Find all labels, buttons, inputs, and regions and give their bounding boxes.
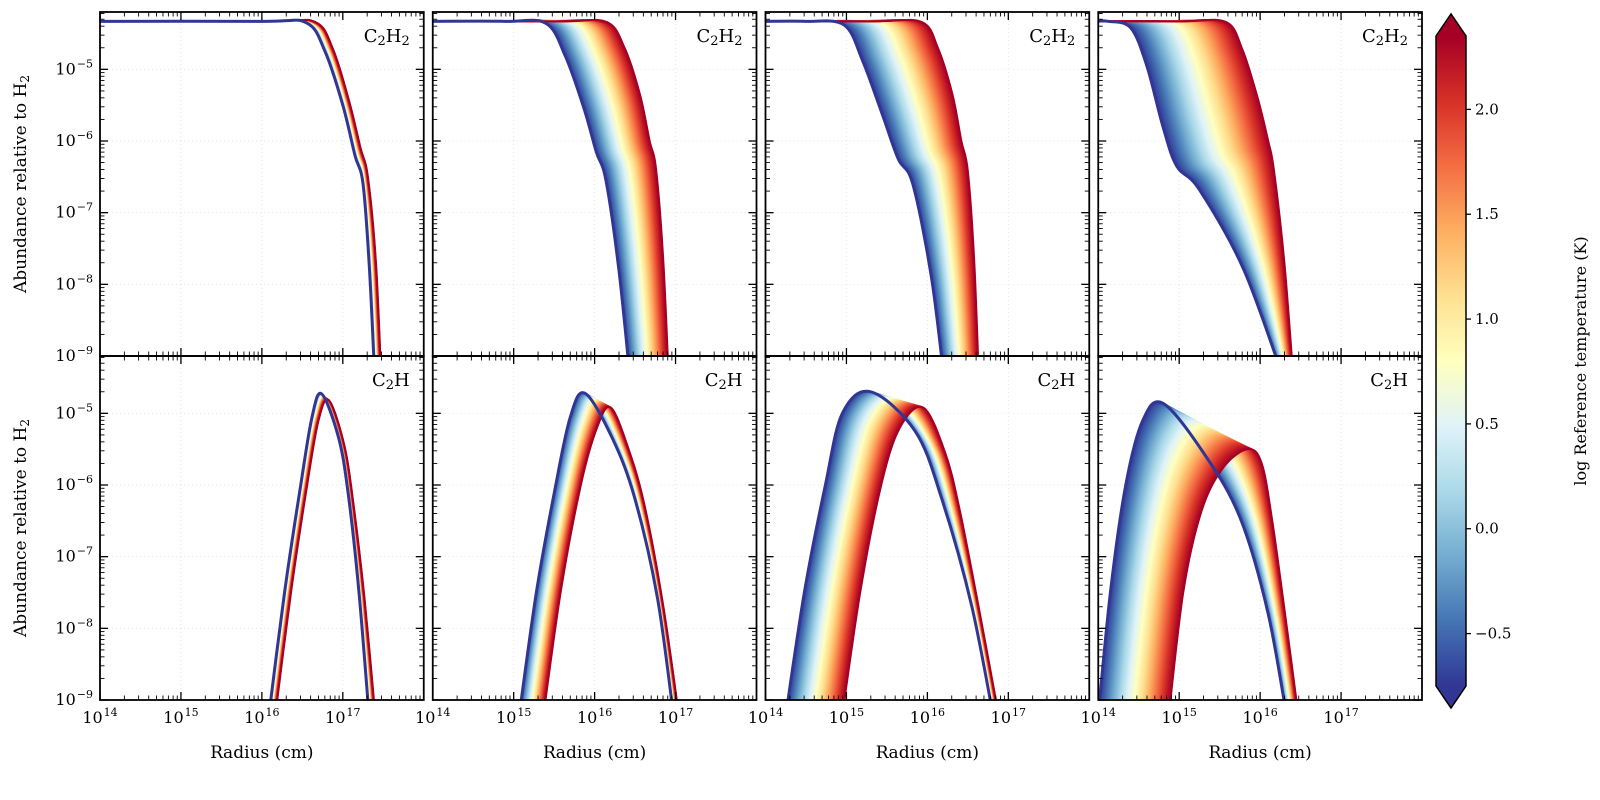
chart-canvas: [0, 0, 1600, 800]
abundance-vs-radius-figure: [0, 0, 1600, 800]
